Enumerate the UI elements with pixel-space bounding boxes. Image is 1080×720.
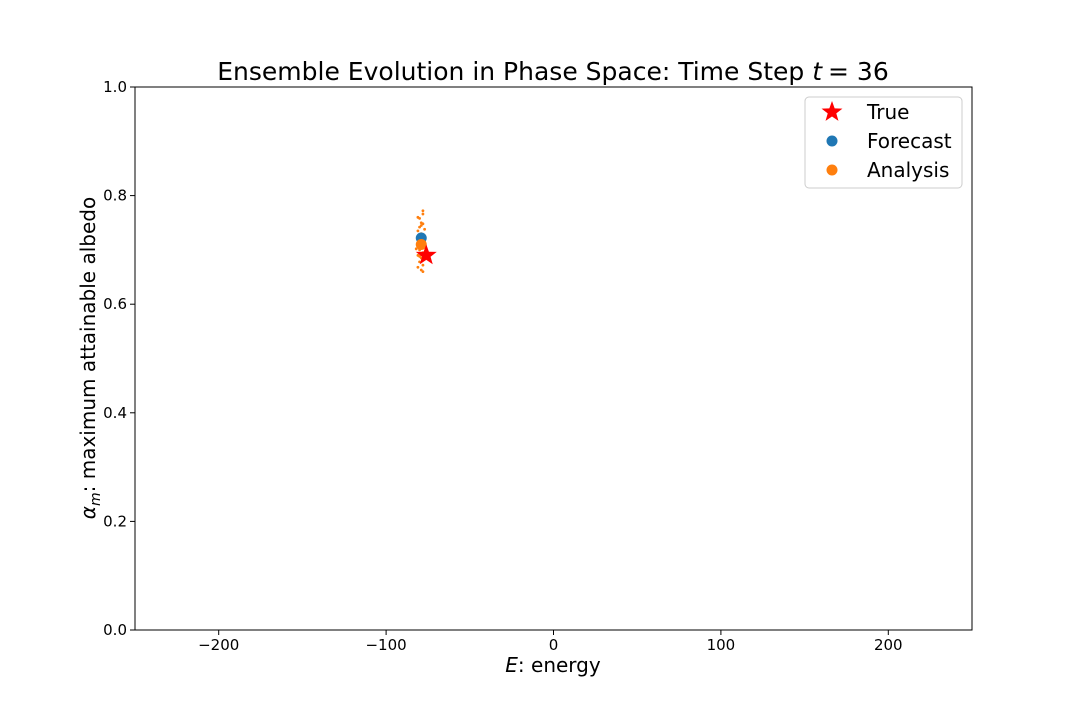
y-tick-label: 0.4	[103, 404, 127, 422]
x-tick-label: 100	[707, 636, 736, 654]
legend-label-forecast: Forecast	[867, 129, 952, 153]
y-axis: 0.0 0.2 0.4 0.6 0.8 1.0	[103, 78, 135, 639]
y-tick-label: 0.0	[103, 621, 127, 639]
data-marks	[414, 209, 437, 274]
legend-analysis-dot-icon	[826, 164, 838, 176]
ensemble-point	[421, 270, 425, 274]
x-tick-label: 0	[549, 636, 559, 654]
x-tick-label: −100	[365, 636, 406, 654]
chart-title: Ensemble Evolution in Phase Space: Time …	[217, 57, 888, 86]
y-tick-label: 0.8	[103, 187, 127, 205]
legend-box	[804, 96, 963, 189]
x-tick-label: −200	[198, 636, 239, 654]
ensemble-point	[421, 209, 425, 213]
legend-forecast-dot-icon	[826, 135, 838, 147]
x-tick-label: 200	[874, 636, 903, 654]
x-axis-label: E: energy	[505, 653, 601, 677]
y-tick-label: 1.0	[103, 78, 127, 96]
ensemble-point	[418, 260, 421, 264]
ensemble-point	[416, 265, 420, 269]
ensemble-point	[414, 247, 418, 251]
ensemble-point	[418, 217, 421, 220]
ensemble-point	[416, 229, 420, 233]
legend-label-true: True	[866, 100, 909, 124]
x-axis: −200 −100 0 100 200	[198, 630, 903, 654]
true-state-star	[415, 244, 437, 265]
ensemble-point	[421, 263, 425, 267]
analysis-mean-point	[415, 238, 427, 250]
y-tick-label: 0.2	[103, 512, 127, 530]
y-axis-label: αm: maximum attainable albedo	[76, 197, 104, 519]
ensemble-point	[423, 227, 427, 231]
ensemble-point	[419, 224, 423, 227]
y-tick-label: 0.6	[103, 295, 127, 313]
ensemble-point	[418, 255, 421, 258]
legend-true-star-icon	[821, 101, 843, 121]
legend-label-analysis: Analysis	[867, 158, 949, 182]
ensemble-point	[421, 212, 425, 216]
legend: True Forecast Analysis	[804, 96, 963, 189]
